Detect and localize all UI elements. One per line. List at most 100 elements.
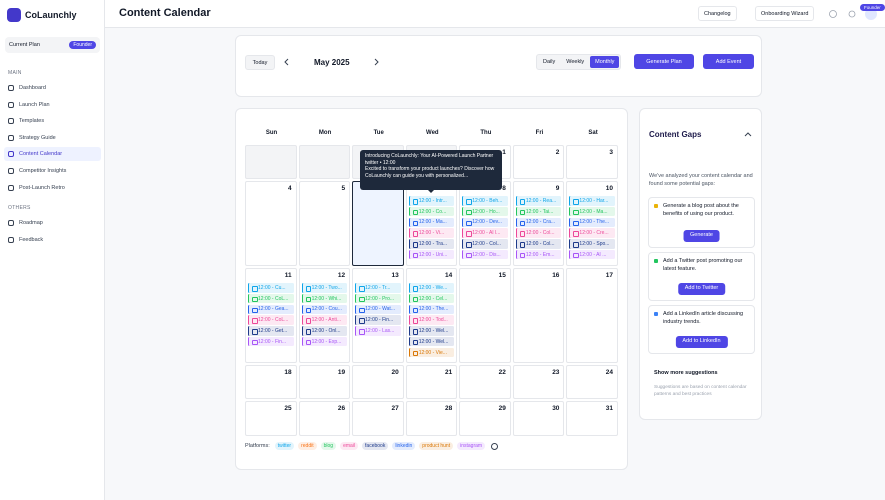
day-cell[interactable]: 17 <box>566 268 618 363</box>
gap-button[interactable]: Generate <box>683 230 720 242</box>
day-cell[interactable]: 3 <box>566 145 618 179</box>
event[interactable]: 12:00 - CoL... <box>248 315 294 325</box>
event[interactable]: 12:00 - Gea... <box>248 304 294 315</box>
event[interactable]: 12:00 - Col... <box>515 239 562 249</box>
event[interactable]: 12:00 - Ma... <box>408 217 455 228</box>
view-option[interactable]: Weekly <box>566 59 585 65</box>
event[interactable]: 12:00 - Anti... <box>301 315 348 325</box>
nav-item[interactable]: Feedback <box>4 233 101 247</box>
event[interactable]: 12:00 - Cou... <box>301 304 348 315</box>
day-cell[interactable]: 25 <box>245 401 297 436</box>
day-cell[interactable]: 9 12:00 - Rea... 12:00 - Tai... 12:00 - Cra… <box>512 181 565 266</box>
event[interactable]: 12:00 - We... <box>408 283 455 293</box>
event[interactable]: 12:00 - Dis... <box>462 249 508 260</box>
day-cell[interactable]: 14 12:00 - We... 12:00 - Cel... 12:00 - The… <box>405 268 458 363</box>
day-cell[interactable]: 10 12:00 - Har... 12:00 - Ma... 12:00 - The… <box>566 181 618 266</box>
brand[interactable]: CoLaunchly <box>7 8 77 22</box>
event[interactable]: 12:00 - Intr... <box>408 196 455 206</box>
day-cell[interactable]: 27 <box>352 401 404 436</box>
info-icon[interactable] <box>491 442 499 450</box>
event[interactable]: 12:00 - Cel... <box>408 293 455 304</box>
event[interactable]: 12:00 - Co... <box>408 206 455 217</box>
event[interactable]: 12:00 - Two... <box>301 283 348 293</box>
event[interactable]: 12:00 - Fin... <box>248 336 294 347</box>
event[interactable]: 12:00 - Har... <box>569 196 615 206</box>
event[interactable]: 12:00 - Pro... <box>355 293 401 304</box>
event[interactable]: 12:00 - Fin... <box>355 315 401 325</box>
event[interactable]: 12:00 - The... <box>569 217 615 228</box>
event[interactable]: 12:00 - Exp... <box>301 336 348 347</box>
day-cell[interactable] <box>298 145 351 179</box>
gap-button[interactable]: Add to Twitter <box>677 283 726 295</box>
event[interactable]: 12:00 - Spo... <box>569 239 615 249</box>
today-button[interactable]: Today <box>245 55 275 70</box>
show-more[interactable]: Show more suggestions <box>654 370 718 376</box>
avatar[interactable] <box>865 8 877 20</box>
nav-item[interactable]: Roadmap <box>4 216 101 230</box>
event[interactable]: 12:00 - Wel... <box>408 326 455 336</box>
event[interactable]: 12:00 - Em... <box>515 249 562 260</box>
day-cell[interactable]: 16 <box>512 268 565 363</box>
nav-item[interactable]: Templates <box>4 114 101 128</box>
event[interactable]: 12:00 - The... <box>408 304 455 315</box>
theme-icon[interactable] <box>847 9 857 19</box>
event[interactable]: 12:00 - Tai... <box>515 206 562 217</box>
collapse-icon[interactable] <box>744 131 752 139</box>
prev-button[interactable] <box>283 58 291 66</box>
event[interactable]: 12:00 - Wat... <box>355 304 401 315</box>
day-cell[interactable]: 2 <box>512 145 565 179</box>
day-cell[interactable]: 29 <box>459 401 511 436</box>
event[interactable]: 12:00 - Vi... <box>408 228 455 238</box>
day-cell[interactable]: 24 <box>566 365 618 399</box>
nav-item[interactable]: Competitor Insights <box>4 164 101 178</box>
day-cell[interactable]: 21 <box>405 365 458 399</box>
day-cell[interactable] <box>245 145 297 179</box>
event[interactable]: 12:00 - Col... <box>462 239 508 249</box>
event[interactable]: 12:00 - Vie... <box>408 347 455 358</box>
nav-item[interactable]: Launch Plan <box>4 98 101 112</box>
event[interactable]: 12:00 - Cre... <box>569 228 615 238</box>
nav-item[interactable]: Post-Launch Retro <box>4 181 101 195</box>
gap-button[interactable]: Add to LinkedIn <box>675 336 728 348</box>
next-button[interactable] <box>372 58 380 66</box>
day-cell[interactable]: 20 <box>352 365 404 399</box>
event[interactable]: 12:00 - Get... <box>248 326 294 336</box>
event[interactable]: 12:00 - Ho... <box>462 206 508 217</box>
event[interactable]: 12:00 - Beh... <box>462 196 508 206</box>
day-cell[interactable]: 5 <box>298 181 351 266</box>
event[interactable]: 12:00 - Las... <box>355 326 401 336</box>
nav-item[interactable]: Dashboard <box>4 81 101 95</box>
event[interactable]: 12:00 - Rea... <box>515 196 562 206</box>
day-cell[interactable]: 28 <box>405 401 458 436</box>
event[interactable]: 12:00 - Tr... <box>355 283 401 293</box>
day-cell[interactable]: 8 12:00 - Beh... 12:00 - Ho... 12:00 - Dev.… <box>459 181 511 266</box>
add-event-button[interactable]: Add Event <box>703 54 754 69</box>
event[interactable]: 12:00 - Cu... <box>248 283 294 293</box>
event[interactable]: 12:00 - CoL... <box>248 293 294 304</box>
day-cell[interactable]: 30 <box>512 401 565 436</box>
event[interactable]: 12:00 - Ma... <box>569 206 615 217</box>
event[interactable]: 12:00 - Tra... <box>408 239 455 249</box>
view-option[interactable]: Daily <box>543 59 556 65</box>
nav-item[interactable]: Strategy Guide <box>4 131 101 145</box>
day-cell[interactable]: 19 <box>298 365 351 399</box>
onboarding-button[interactable]: Onboarding Wizard <box>755 6 815 21</box>
event[interactable]: 12:00 - Wel... <box>408 336 455 347</box>
day-cell[interactable]: 4 <box>245 181 297 266</box>
view-option[interactable]: Monthly <box>590 56 620 68</box>
event[interactable]: 12:00 - AI ... <box>569 249 615 260</box>
event[interactable]: 12:00 - AI l... <box>462 228 508 238</box>
day-cell[interactable]: 15 <box>459 268 511 363</box>
event[interactable]: 12:00 - Uni... <box>408 249 455 260</box>
day-cell[interactable]: 22 <box>459 365 511 399</box>
day-cell[interactable]: 11 12:00 - Cu... 12:00 - CoL... 12:00 - Gea… <box>245 268 297 363</box>
event[interactable]: 12:00 - Tod... <box>408 315 455 325</box>
generate-plan-button[interactable]: Generate Plan <box>634 54 694 69</box>
day-cell[interactable]: 12 12:00 - Two... 12:00 - Whi... 12:00 - Co… <box>298 268 351 363</box>
event[interactable]: 12:00 - Dev... <box>462 217 508 228</box>
event[interactable]: 12:00 - Onl... <box>301 326 348 336</box>
event[interactable]: 12:00 - Cra... <box>515 217 562 228</box>
changelog-button[interactable]: Changelog <box>698 6 737 21</box>
day-cell[interactable]: 712:00 - Intr...12:00 - Co...12:00 - Ma.… <box>405 181 458 266</box>
day-cell[interactable]: 26 <box>298 401 351 436</box>
